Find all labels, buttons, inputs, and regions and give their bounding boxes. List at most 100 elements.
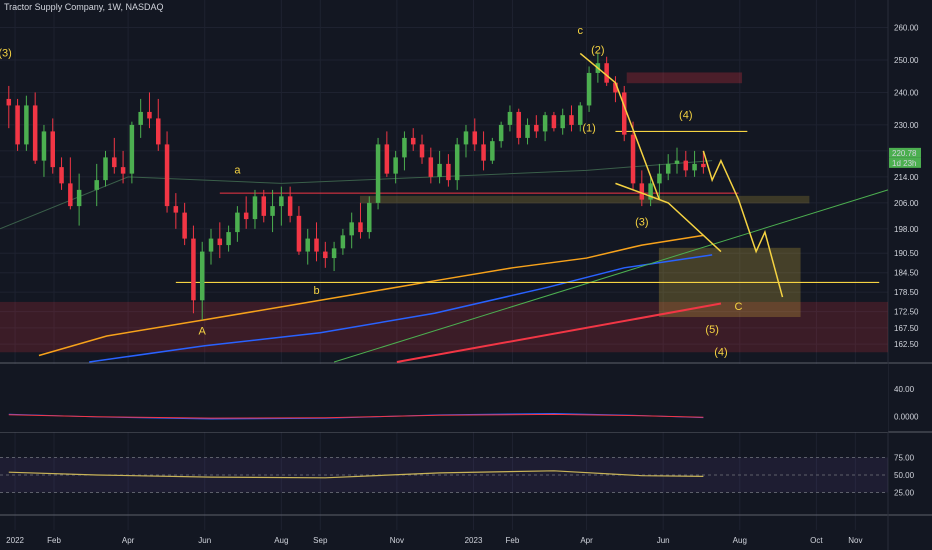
- projection-path-alt: [615, 182, 722, 253]
- candle-body: [410, 137, 416, 145]
- candle-body: [498, 124, 504, 142]
- macd-axis-tick-label: 40.00: [894, 385, 915, 394]
- moving-average-blue: [89, 254, 713, 363]
- macd-axis-tick-label: 0.0000: [894, 412, 919, 421]
- projection-path-forecast: [702, 150, 784, 298]
- candle-body: [156, 118, 161, 145]
- price-axis-tick-label: 240.00: [894, 88, 919, 97]
- candle-body: [630, 134, 636, 184]
- candle-body: [490, 141, 495, 161]
- rsi-axis-tick-label: 25.00: [894, 489, 915, 498]
- price-axis-tick-label: 162.50: [894, 340, 919, 349]
- candle-body: [481, 144, 486, 161]
- rsi-axis-tick-label: 50.00: [894, 471, 915, 480]
- time-axis-tick-label: Nov: [390, 536, 404, 545]
- candle-body: [340, 235, 346, 249]
- time-axis-tick-label: Sep: [313, 536, 328, 545]
- candle-body: [226, 232, 231, 246]
- candle-body: [191, 238, 196, 301]
- support-zone: [0, 301, 888, 353]
- candle-body: [76, 189, 82, 207]
- candle-body: [314, 238, 319, 252]
- candle-body: [112, 157, 117, 168]
- candle-body: [15, 105, 20, 145]
- wave-label: (3): [635, 217, 648, 229]
- candle-body: [68, 183, 73, 207]
- wave-label: (4): [714, 347, 727, 359]
- candle-body: [375, 144, 381, 203]
- candle-body: [507, 111, 513, 125]
- candle-body: [182, 212, 187, 239]
- candle-body: [199, 251, 205, 301]
- trend-line-red: [396, 302, 722, 363]
- wave-label: (3): [0, 48, 12, 60]
- candle-body: [147, 111, 152, 119]
- wave-label: a: [234, 165, 241, 177]
- candle-body: [472, 131, 478, 145]
- candle-body: [305, 238, 310, 252]
- time-axis-tick-label: Feb: [506, 536, 520, 545]
- macd-pane: [0, 364, 888, 432]
- candle-body: [534, 124, 539, 132]
- time-axis-tick-label: 2023: [465, 536, 483, 545]
- trend-line-green: [333, 189, 889, 363]
- candle-body: [604, 63, 609, 83]
- candle-body: [243, 212, 249, 220]
- wave-label: (5): [705, 324, 718, 336]
- candle-body: [287, 196, 293, 216]
- candle-body: [6, 98, 12, 106]
- price-axis-tick-label: 178.50: [894, 288, 919, 297]
- wave-label: (2): [591, 44, 604, 56]
- candle-body: [463, 131, 469, 145]
- candle-body: [24, 105, 29, 145]
- support-band: [359, 195, 810, 204]
- price-axis-tick-label: 172.50: [894, 308, 919, 317]
- price-axis-tick-label: 214.00: [894, 173, 919, 182]
- time-axis-tick-label: Aug: [274, 536, 288, 545]
- price-badge: 220.78: [892, 149, 917, 158]
- candle-body: [208, 238, 214, 252]
- candle-body: [323, 251, 328, 259]
- wave-label: C: [735, 301, 743, 313]
- moving-average-dark: [0, 160, 713, 230]
- resistance-zone: [626, 72, 743, 84]
- countdown-badge: 1d 23h: [892, 159, 916, 168]
- chart-header-title: Tractor Supply Company, 1W, NASDAQ: [4, 2, 164, 12]
- candle-body: [578, 105, 583, 125]
- price-axis-tick-label: 250.00: [894, 56, 919, 65]
- wave-label: (4): [679, 109, 692, 121]
- rsi-line: [8, 470, 704, 479]
- candle-body: [665, 163, 671, 174]
- candle-body: [120, 167, 126, 174]
- price-axis-tick-label: 260.00: [894, 23, 919, 32]
- candle-body: [367, 202, 372, 233]
- moving-average-orange: [38, 234, 704, 357]
- candle-body: [270, 206, 275, 216]
- wave-label: (1): [582, 122, 595, 134]
- macd-signal-line: [8, 413, 704, 419]
- price-axis-tick-label: 230.00: [894, 121, 919, 130]
- candle-body: [569, 115, 574, 125]
- candle-body: [59, 167, 64, 184]
- candle-body: [437, 163, 442, 177]
- candle-body: [516, 111, 521, 138]
- candle-body: [551, 115, 557, 129]
- candle-body: [384, 144, 390, 174]
- candle-body: [419, 144, 425, 158]
- candle-body: [621, 92, 627, 135]
- candle-body: [358, 222, 363, 233]
- candle-body: [428, 157, 434, 177]
- candle-body: [252, 196, 258, 220]
- candle-body: [683, 160, 689, 171]
- price-axis-tick-label: 198.00: [894, 225, 919, 234]
- time-axis-tick-label: Aug: [733, 536, 747, 545]
- countdown-badge-bg: [889, 157, 921, 168]
- candle-body: [560, 115, 565, 129]
- candle-body: [639, 183, 645, 200]
- time-axis-tick-label: Nov: [848, 536, 862, 545]
- wave-label: c: [578, 25, 584, 37]
- candle-body: [393, 157, 398, 174]
- candle-body: [103, 157, 108, 181]
- candle-body: [279, 196, 284, 207]
